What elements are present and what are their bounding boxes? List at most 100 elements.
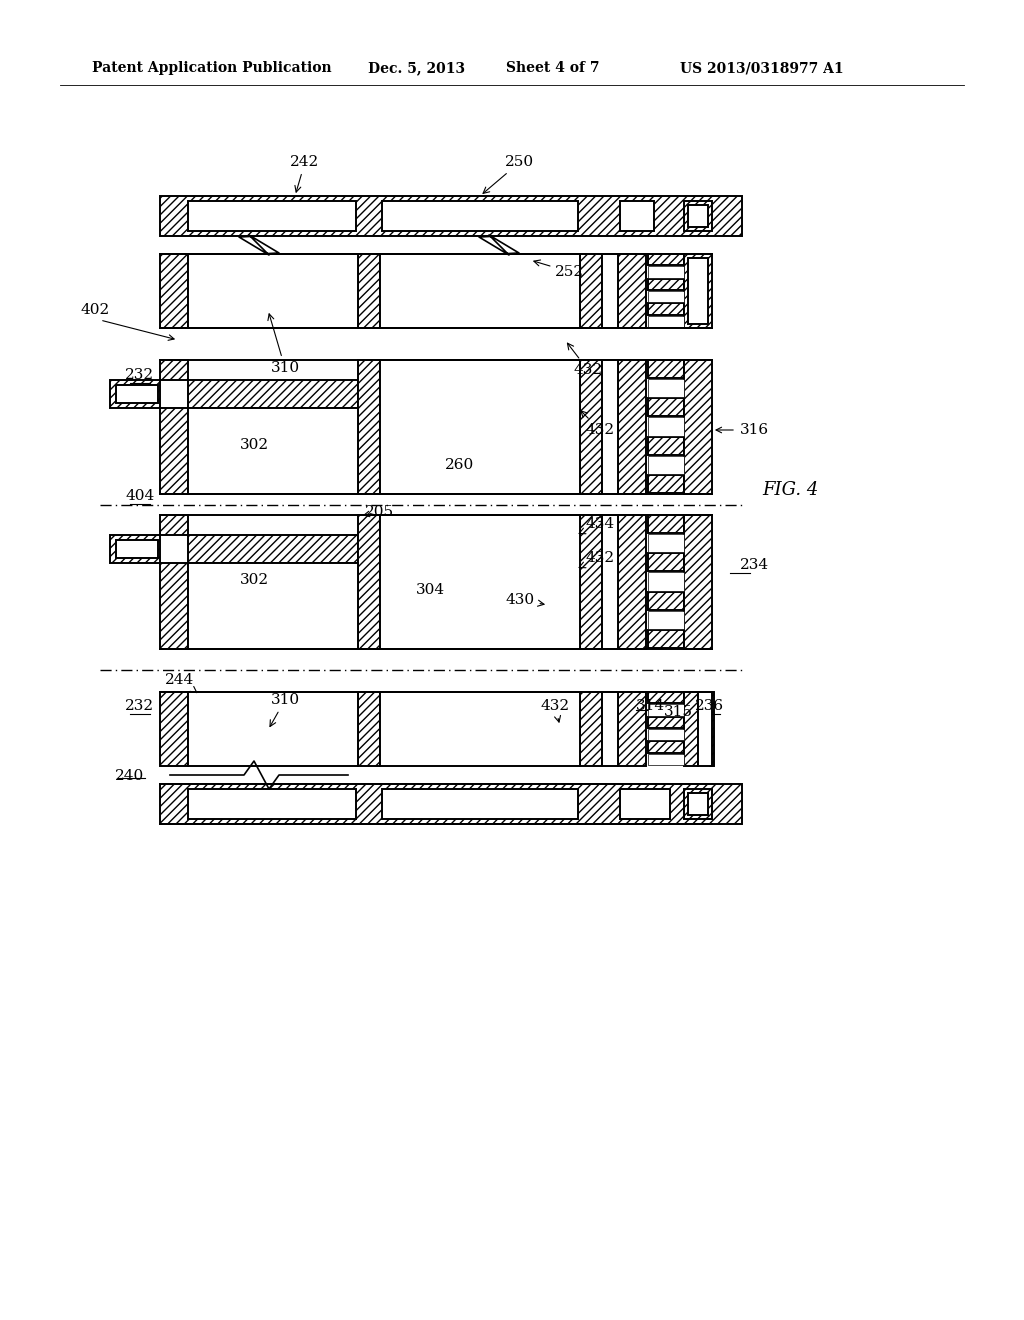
Text: 432: 432 [581,411,614,437]
Bar [648,267,684,277]
Bar [684,515,712,649]
Bar [580,253,602,327]
Text: 304: 304 [416,583,444,597]
Text: 232: 232 [125,700,155,713]
Text: 250: 250 [483,154,535,194]
Bar [110,380,160,408]
Text: FIG. 4: FIG. 4 [762,480,818,499]
Bar [602,253,618,327]
Bar [380,253,580,327]
Bar [684,692,698,766]
Bar [620,789,670,818]
Bar [648,515,684,533]
Text: Dec. 5, 2013: Dec. 5, 2013 [368,61,465,75]
Bar [648,591,684,610]
Bar [648,705,684,715]
Bar [160,195,742,236]
Text: 432: 432 [580,550,614,568]
Text: 244: 244 [165,673,197,693]
Bar [580,515,602,649]
Bar [648,304,684,314]
Text: 242: 242 [291,154,319,193]
Bar [648,360,684,378]
Bar [710,692,714,766]
Bar [160,564,188,649]
Bar [188,201,356,231]
Bar [648,437,684,454]
Bar [380,515,580,649]
Bar [188,380,358,408]
Bar [160,253,188,327]
Bar [358,515,380,649]
Text: 432: 432 [541,700,569,722]
Bar [648,729,684,741]
Text: 315: 315 [664,705,692,719]
Text: 236: 236 [695,700,725,713]
Bar [648,754,684,766]
Text: 434: 434 [580,517,614,533]
Bar [648,315,684,327]
Bar [188,692,358,766]
Bar [684,253,712,327]
Text: 314: 314 [636,700,665,713]
Bar [684,201,712,231]
Bar [160,784,742,824]
Bar [688,793,708,814]
Bar [648,630,684,648]
Bar [160,360,188,380]
Bar [648,379,684,397]
Bar [648,553,684,572]
Bar [648,279,684,290]
Bar [358,360,380,494]
Bar [602,515,618,649]
Bar [648,717,684,729]
Bar [648,692,684,704]
Bar [110,535,160,564]
Text: 260: 260 [445,458,475,473]
Text: Sheet 4 of 7: Sheet 4 of 7 [506,61,599,75]
Bar [648,535,684,552]
Bar [648,611,684,628]
Bar [188,564,358,649]
Bar [684,360,712,494]
Bar [648,417,684,436]
Bar [188,535,358,564]
Bar [648,573,684,590]
Text: 252: 252 [534,260,585,279]
Text: 205: 205 [366,506,394,519]
Bar [380,692,580,766]
Bar [648,290,684,302]
Bar [618,515,646,649]
Bar [580,692,602,766]
Bar [684,789,712,818]
Bar [698,692,712,766]
Text: 302: 302 [240,438,268,451]
Text: US 2013/0318977 A1: US 2013/0318977 A1 [680,61,844,75]
Text: 240: 240 [116,770,144,783]
Bar [618,253,646,327]
Bar [382,789,578,818]
Bar [160,515,188,535]
Text: 232: 232 [125,368,155,381]
Text: Patent Application Publication: Patent Application Publication [92,61,332,75]
Text: 404: 404 [125,488,155,503]
Bar [358,253,380,327]
Bar [648,455,684,474]
Text: 234: 234 [740,558,769,572]
Bar [358,692,380,766]
Bar [602,692,618,766]
Bar [618,360,646,494]
Bar [188,253,358,327]
Text: 430: 430 [506,593,544,607]
Text: 310: 310 [270,693,300,726]
Bar [620,201,654,231]
Bar [160,408,188,494]
Text: 302: 302 [240,573,268,587]
Bar [688,257,708,323]
Bar [688,205,708,227]
Bar [188,408,358,494]
Bar [116,540,158,558]
Bar [580,360,602,494]
Bar [188,789,356,818]
Bar [380,360,580,494]
